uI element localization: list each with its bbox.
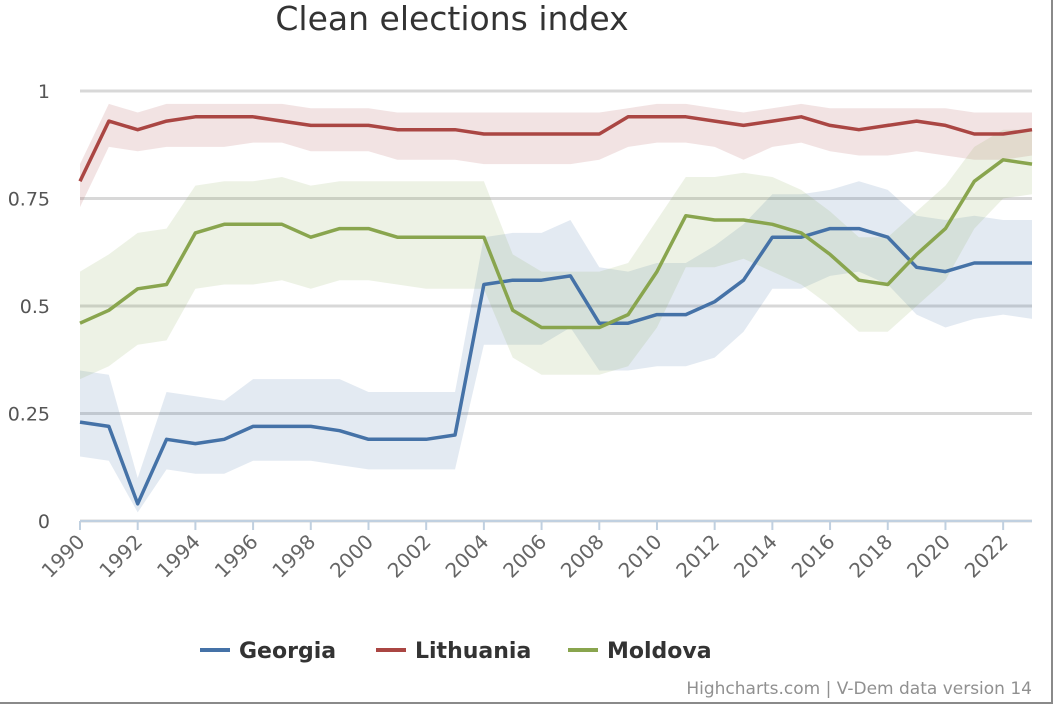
x-tick-label: 2016 — [787, 530, 840, 583]
x-tick-label: 2002 — [383, 530, 436, 583]
x-tick-label: 1992 — [94, 530, 147, 583]
x-tick-label: 2012 — [671, 530, 724, 583]
confidence-bands — [80, 103, 1032, 513]
y-tick-label: 0 — [38, 511, 50, 533]
legend-label: Moldova — [607, 639, 712, 664]
x-tick-label: 2006 — [498, 530, 551, 583]
x-axis: 1990 1992 1994 1996 1998 2000 2002 2004 2006 2008… — [37, 520, 1032, 583]
x-tick-label: 1994 — [152, 530, 205, 583]
y-tick-label: 0.75 — [8, 189, 50, 211]
legend-item-lithuania[interactable]: Lithuania — [376, 639, 531, 664]
x-tick-label: 2000 — [325, 530, 378, 583]
legend-label: Lithuania — [415, 639, 531, 664]
y-axis: 0 0.25 0.5 0.75 1 — [8, 81, 50, 533]
x-tick-label: 1996 — [210, 530, 263, 583]
series-line-moldova — [79, 158, 1033, 330]
confidence-band-moldova — [80, 129, 1032, 380]
chart-title: Clean elections index — [275, 0, 628, 38]
x-tick-label: 2004 — [440, 530, 493, 583]
series-line-georgia — [79, 226, 1032, 506]
x-tick-label: 2010 — [614, 530, 667, 583]
legend-item-georgia[interactable]: Georgia — [200, 639, 336, 664]
legend-label: Georgia — [239, 639, 336, 664]
x-tick-label: 2014 — [729, 530, 782, 583]
legend-item-moldova[interactable]: Moldova — [568, 639, 712, 664]
x-tick-label: 1990 — [37, 530, 90, 583]
series-lines — [78, 115, 1033, 506]
y-tick-label: 0.25 — [8, 404, 50, 426]
credits-text[interactable]: Highcharts.com | V-Dem data version 14 — [686, 679, 1032, 699]
x-tick-label: 1998 — [267, 530, 320, 583]
legend: Georgia Lithuania Moldova — [200, 639, 712, 664]
x-tick-label: 2022 — [960, 530, 1013, 583]
y-tick-label: 0.5 — [20, 296, 50, 318]
x-tick-label: 2008 — [556, 530, 609, 583]
x-tick-label: 2018 — [844, 530, 897, 583]
x-tick-label: 2020 — [902, 530, 955, 583]
y-tick-label: 1 — [38, 81, 50, 103]
confidence-band-lithuania — [80, 103, 1032, 208]
series-line-lithuania — [78, 115, 1033, 183]
confidence-band-georgia — [80, 181, 1032, 513]
